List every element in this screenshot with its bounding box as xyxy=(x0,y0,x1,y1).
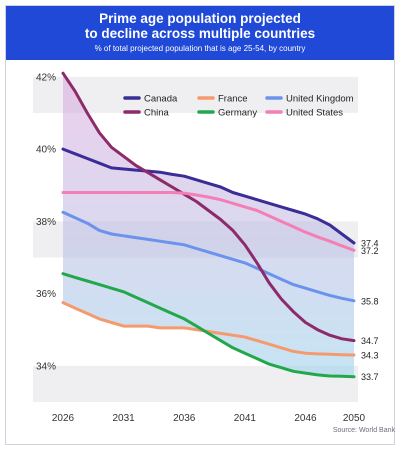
legend-label: Germany xyxy=(218,108,257,119)
y-tick-label: 38% xyxy=(36,217,56,228)
chart-subtitle: % of total projected population that is … xyxy=(94,44,306,53)
end-value-label: 37.2 xyxy=(361,246,379,256)
x-tick-label: 2041 xyxy=(234,413,257,424)
chart-title-line1: Prime age population projected xyxy=(99,11,301,26)
x-tick-label: 2046 xyxy=(294,413,317,424)
y-axis: 34% 36% 38% 40% 42% xyxy=(36,72,56,372)
end-value-label: 37.4 xyxy=(361,239,379,249)
legend-label: Canada xyxy=(144,94,178,105)
y-tick-label: 40% xyxy=(36,145,56,156)
y-tick-label: 42% xyxy=(36,72,56,83)
chart-title-line2: to decline across multiple countries xyxy=(84,26,316,41)
legend-label: France xyxy=(218,94,248,105)
x-tick-label: 2050 xyxy=(343,413,366,424)
series-line xyxy=(61,71,356,343)
series-line xyxy=(61,147,356,245)
end-value-label: 34.3 xyxy=(361,351,379,361)
end-value-label: 33.7 xyxy=(361,372,379,382)
x-tick-label: 2031 xyxy=(113,413,136,424)
series-lines xyxy=(61,71,356,379)
series-line xyxy=(61,210,356,303)
legend-label: United Kingdom xyxy=(286,94,354,105)
chart-header: Prime age population projected to declin… xyxy=(6,6,394,60)
legend-label: China xyxy=(144,108,170,119)
source-note: Source: World Bank xyxy=(332,427,395,434)
x-tick-label: 2036 xyxy=(173,413,196,424)
chart-title: Prime age population projected to declin… xyxy=(6,11,394,41)
end-value-label: 34.7 xyxy=(361,336,379,346)
y-tick-label: 36% xyxy=(36,289,56,300)
end-value-label: 35.8 xyxy=(361,296,379,306)
end-labels: 37.437.2 35.8 34.7 34.3 33.7 xyxy=(361,239,379,383)
series-line xyxy=(61,272,356,379)
series-line xyxy=(61,191,356,252)
y-tick-label: 34% xyxy=(36,361,56,372)
legend: Canada France United Kingdom China Germany Un… xyxy=(123,94,354,119)
legend-label: United States xyxy=(286,108,343,119)
grid-band xyxy=(33,76,358,113)
x-tick-label: 2026 xyxy=(52,413,75,424)
x-axis: 2026 2031 2036 2041 2046 2050 xyxy=(52,413,366,424)
series-line xyxy=(61,301,356,357)
